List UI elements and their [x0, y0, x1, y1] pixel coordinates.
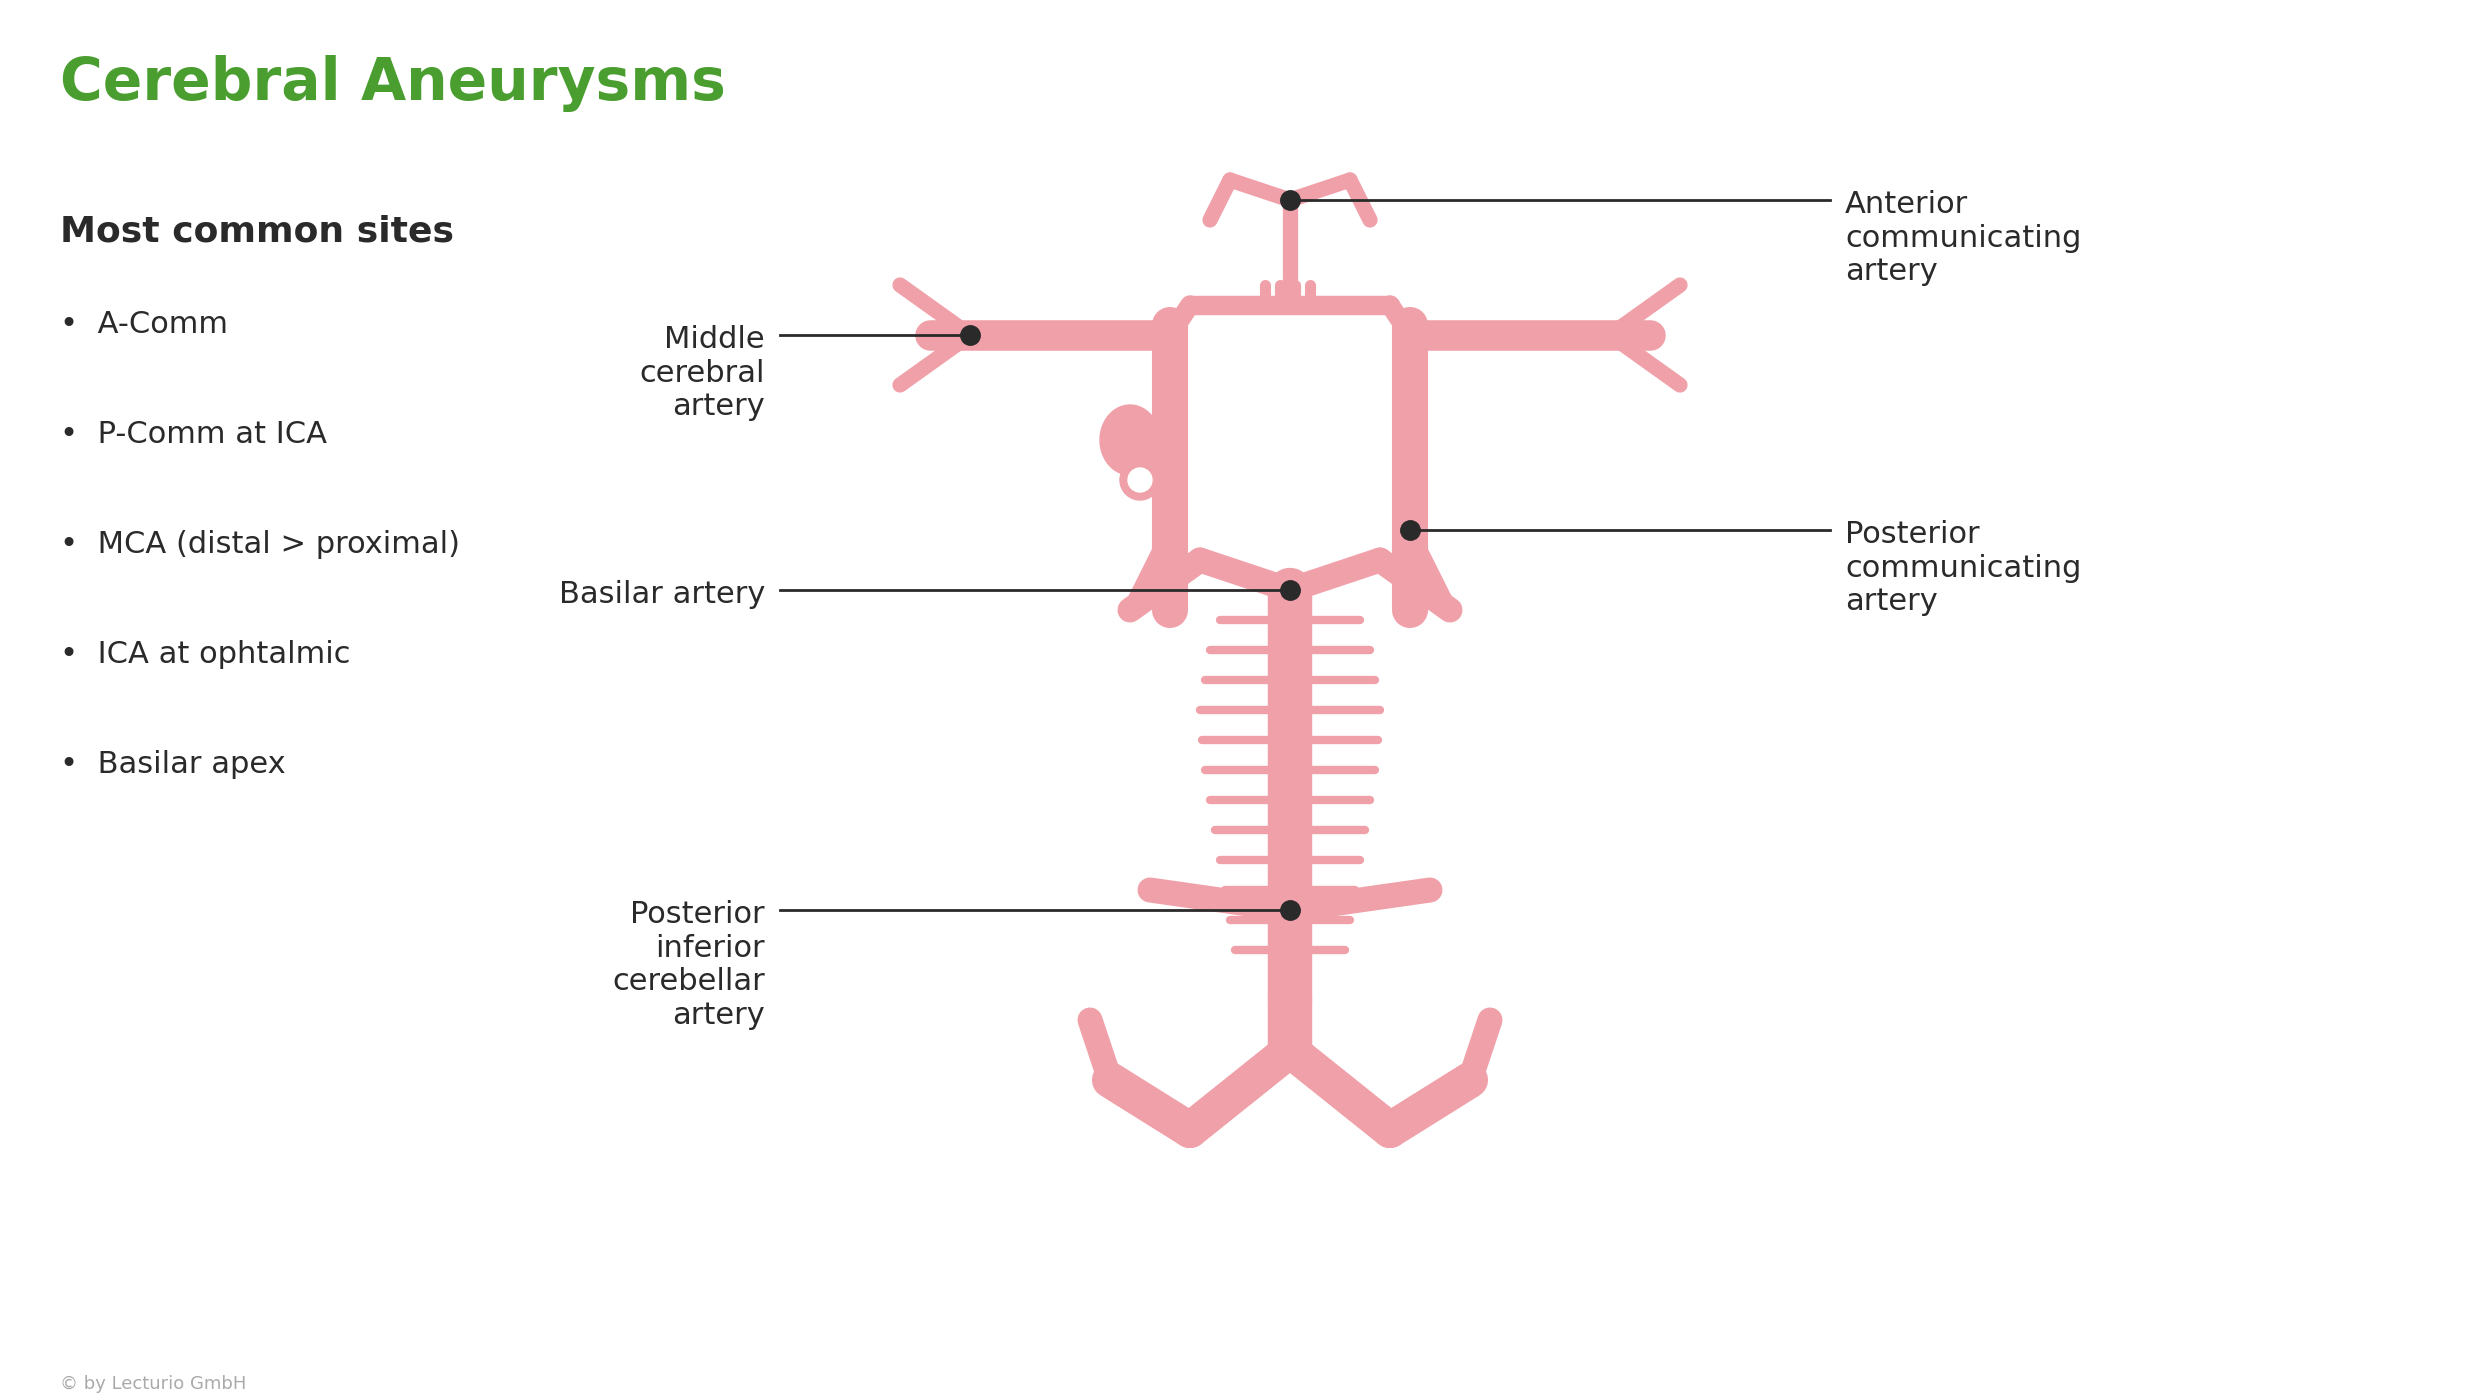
Text: •  MCA (distal > proximal): • MCA (distal > proximal)	[59, 531, 461, 559]
Text: Middle
cerebral
artery: Middle cerebral artery	[639, 325, 764, 421]
Circle shape	[1120, 461, 1159, 500]
Text: Basilar artery: Basilar artery	[560, 580, 764, 609]
Text: Anterior
communicating
artery: Anterior communicating artery	[1845, 190, 2081, 286]
Text: •  ICA at ophtalmic: • ICA at ophtalmic	[59, 640, 350, 669]
Text: Posterior
inferior
cerebellar
artery: Posterior inferior cerebellar artery	[612, 900, 764, 1030]
Text: •  A-Comm: • A-Comm	[59, 309, 227, 339]
Text: © by Lecturio GmbH: © by Lecturio GmbH	[59, 1375, 247, 1393]
Polygon shape	[1100, 405, 1159, 475]
Text: •  P-Comm at ICA: • P-Comm at ICA	[59, 420, 328, 449]
Circle shape	[1127, 468, 1152, 491]
Text: Posterior
communicating
artery: Posterior communicating artery	[1845, 519, 2081, 616]
Text: Most common sites: Most common sites	[59, 216, 454, 249]
Text: •  Basilar apex: • Basilar apex	[59, 750, 286, 778]
Text: Cerebral Aneurysms: Cerebral Aneurysms	[59, 55, 725, 112]
